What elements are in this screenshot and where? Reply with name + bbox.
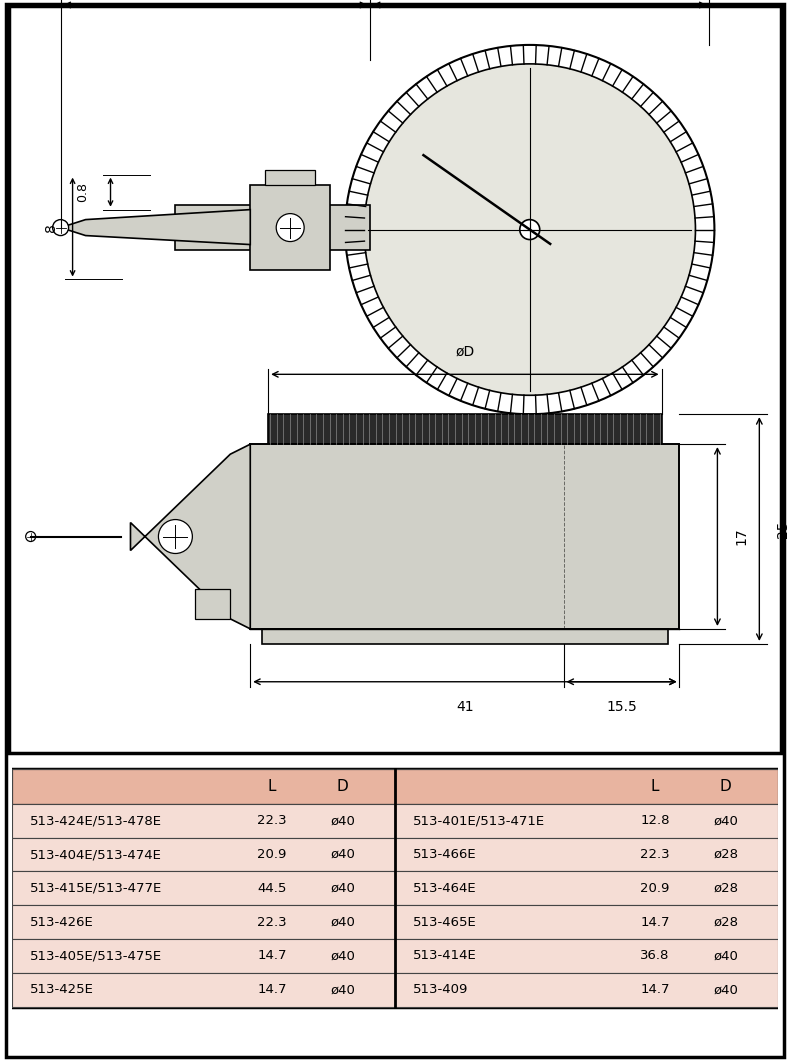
- Text: ø28: ø28: [713, 882, 738, 894]
- Circle shape: [364, 64, 695, 396]
- Text: 0.8: 0.8: [76, 182, 89, 203]
- Text: 8: 8: [43, 223, 58, 231]
- Text: 17: 17: [735, 527, 748, 545]
- Bar: [12, 769, 778, 1007]
- Bar: [12, 939, 395, 973]
- Bar: [12, 905, 395, 939]
- Text: L: L: [268, 779, 276, 794]
- Bar: [395, 837, 778, 871]
- Bar: [175, 205, 370, 249]
- Text: 44.5: 44.5: [258, 882, 287, 894]
- Bar: [12, 804, 395, 837]
- Circle shape: [276, 213, 304, 242]
- Text: 513-405E/513-475E: 513-405E/513-475E: [30, 950, 162, 962]
- Text: ø40: ø40: [330, 848, 355, 862]
- Text: 20.9: 20.9: [641, 882, 670, 894]
- Text: 513-414E: 513-414E: [413, 950, 477, 962]
- Bar: [12, 837, 395, 871]
- Bar: [250, 445, 679, 629]
- Polygon shape: [130, 445, 250, 629]
- Bar: [269, 414, 661, 445]
- Text: 513-409: 513-409: [413, 984, 468, 996]
- Circle shape: [520, 220, 540, 240]
- Text: ø28: ø28: [713, 848, 738, 862]
- Circle shape: [159, 520, 193, 554]
- Bar: [395, 905, 778, 939]
- Bar: [395, 871, 778, 905]
- Text: 22.3: 22.3: [258, 916, 287, 928]
- Text: ø40: ø40: [330, 916, 355, 928]
- Bar: [395, 939, 778, 973]
- Text: 513-466E: 513-466E: [413, 848, 477, 862]
- Text: ø40: ø40: [713, 984, 738, 996]
- Text: 513-424E/513-478E: 513-424E/513-478E: [30, 814, 162, 828]
- Bar: [269, 445, 661, 450]
- Text: 14.7: 14.7: [258, 950, 287, 962]
- Text: D: D: [720, 779, 732, 794]
- Text: 513-465E: 513-465E: [413, 916, 477, 928]
- Bar: [12, 973, 395, 1007]
- Text: 36.8: 36.8: [641, 950, 670, 962]
- Text: ø40: ø40: [330, 814, 355, 828]
- Text: 22.3: 22.3: [641, 848, 670, 862]
- Text: ø28: ø28: [713, 916, 738, 928]
- Text: øD: øD: [455, 345, 475, 359]
- Text: 14.7: 14.7: [258, 984, 287, 996]
- Polygon shape: [195, 589, 231, 619]
- Text: ø40: ø40: [330, 984, 355, 996]
- Text: ø40: ø40: [713, 814, 738, 828]
- Text: 513-464E: 513-464E: [413, 882, 477, 894]
- Text: 15.5: 15.5: [606, 699, 637, 714]
- Text: ø40: ø40: [330, 950, 355, 962]
- Bar: [12, 871, 395, 905]
- Text: ø40: ø40: [330, 882, 355, 894]
- Bar: [262, 629, 668, 644]
- Bar: [395, 769, 778, 804]
- Text: 14.7: 14.7: [641, 916, 670, 928]
- Text: 25: 25: [777, 520, 790, 538]
- Text: ø40: ø40: [713, 950, 738, 962]
- Text: 513-404E/513-474E: 513-404E/513-474E: [30, 848, 162, 862]
- Circle shape: [25, 532, 36, 541]
- Circle shape: [53, 220, 69, 236]
- Polygon shape: [61, 210, 250, 244]
- Bar: [250, 185, 330, 269]
- Text: 20.9: 20.9: [258, 848, 287, 862]
- Text: 14.7: 14.7: [641, 984, 670, 996]
- Bar: [265, 170, 315, 185]
- Bar: [395, 804, 778, 837]
- Bar: [12, 769, 395, 804]
- Text: 513-401E/513-471E: 513-401E/513-471E: [413, 814, 545, 828]
- Bar: [395, 973, 778, 1007]
- Text: 41: 41: [456, 699, 474, 714]
- Text: 22.3: 22.3: [258, 814, 287, 828]
- Text: 513-426E: 513-426E: [30, 916, 94, 928]
- Text: 513-415E/513-477E: 513-415E/513-477E: [30, 882, 162, 894]
- Text: D: D: [337, 779, 348, 794]
- Text: L: L: [651, 779, 660, 794]
- Text: 12.8: 12.8: [641, 814, 670, 828]
- Text: 513-425E: 513-425E: [30, 984, 94, 996]
